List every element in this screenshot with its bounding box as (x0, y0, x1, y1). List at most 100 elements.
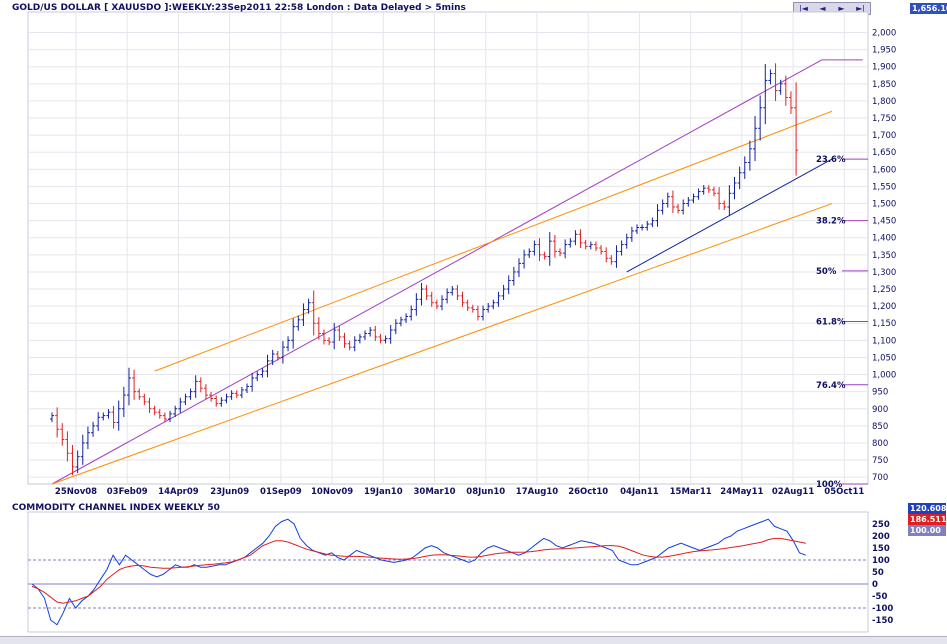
ohlc-bar (188, 388, 193, 400)
price-tick-label: 750 (872, 456, 888, 466)
cci-series-cci (31, 518, 806, 626)
ohlc-bar (558, 248, 563, 257)
ohlc-bar (219, 397, 224, 407)
ohlc-bar (419, 282, 424, 306)
ohlc-bar (178, 397, 183, 413)
ohlc-bar (116, 400, 121, 431)
cci-tick-label: 100 (872, 556, 890, 566)
ohlc-bar (614, 245, 619, 268)
ohlc-bar (788, 91, 793, 114)
ohlc-bar (711, 186, 716, 197)
ma-value-badge: 186.5119 (908, 514, 947, 525)
ohlc-bar (229, 390, 234, 400)
ohlc-bar (737, 166, 742, 190)
indicator-title: COMMODITY CHANNEL INDEX WEEKLY 50 (12, 503, 220, 513)
price-tick-label: 1,500 (872, 200, 896, 210)
cci-tick-label: -50 (872, 592, 887, 602)
ohlc-bar (337, 325, 342, 342)
ohlc-bar (137, 388, 142, 400)
ohlc-bar (363, 330, 368, 341)
ohlc-bar (404, 313, 409, 323)
ohlc-bar (311, 290, 316, 336)
cci-tick-label: 0 (872, 580, 878, 590)
ohlc-bar (275, 350, 280, 361)
ohlc-bar (506, 275, 511, 295)
ohlc-bar (783, 75, 788, 106)
ohlc-bar (321, 329, 326, 345)
ohlc-bar (55, 407, 60, 438)
indicator-values: 120.608 186.5119 100.00 (908, 503, 947, 536)
ohlc-bar (701, 185, 706, 195)
first-page-button[interactable]: |◄ (799, 4, 808, 13)
chart-title: GOLD/US DOLLAR [ XAUUSDO ]:WEEKLY:23Sep2… (12, 3, 466, 13)
ohlc-bar (409, 305, 414, 321)
ohlc-bar (157, 409, 162, 419)
ohlc-bar (245, 383, 249, 394)
cci-tick-label: 50 (872, 568, 884, 578)
ohlc-bar (609, 255, 614, 265)
ohlc-bar (168, 410, 173, 423)
ohlc-bar (722, 200, 727, 211)
date-tick-label: 03Feb09 (107, 487, 148, 497)
ohlc-bar (573, 230, 578, 246)
ohlc-bar (460, 291, 465, 307)
ohlc-bar (357, 333, 362, 344)
price-tick-label: 1,200 (872, 302, 896, 312)
price-axis: 700 750 800 850 900 950 1,000 1,050 1,100 1,150 1,… (872, 29, 896, 484)
ohlc-bar (758, 95, 763, 141)
ohlc-bar (773, 63, 778, 101)
date-tick-label: 17Aug10 (516, 487, 558, 497)
ohlc-bar (388, 324, 393, 344)
ohlc-bar (481, 305, 486, 321)
ohlc-bar (470, 304, 475, 313)
ohlc-bar (316, 317, 321, 340)
ohlc-bar (91, 421, 96, 437)
price-tick-label: 1,000 (872, 371, 896, 381)
fib-label: 61.8% (816, 318, 846, 328)
ohlc-bar (527, 248, 532, 258)
ohlc-bar (455, 284, 460, 300)
cci-series-ma (31, 537, 806, 604)
price-tick-label: 1,250 (872, 285, 896, 295)
channel-lines (51, 59, 863, 485)
reference-value-badge: 100.00 (908, 525, 946, 536)
ohlc-bar (85, 426, 90, 450)
ohlc-bar (152, 405, 157, 416)
ohlc-bar (660, 199, 665, 215)
ohlc-bar (75, 450, 80, 474)
cci-axis: 250 200 150 100 50 0 -50 -100 -150 (872, 520, 893, 626)
ohlc-bar (568, 238, 573, 248)
previous-button[interactable]: ◄ (819, 4, 826, 13)
ohlc-bar (147, 397, 152, 413)
ohlc-bar (255, 371, 260, 382)
price-chart[interactable]: 23.6% 38.2% 50% 61.8% 76.4% 100% 700 750 800 850… (0, 0, 947, 500)
price-tick-label: 1,650 (872, 148, 896, 158)
price-tick-label: 850 (872, 422, 888, 432)
ohlc-bar (260, 368, 265, 378)
ohlc-bar (794, 82, 799, 176)
ohlc-bar (234, 390, 239, 399)
cci-chart[interactable]: 250 200 150 100 50 0 -50 -100 -150 (0, 498, 947, 638)
ohlc-bar (327, 337, 332, 346)
ohlc-bar (214, 395, 219, 407)
price-tick-label: 1,700 (872, 131, 896, 141)
ohlc-bar (65, 431, 70, 462)
cci-plot-area (27, 511, 869, 633)
price-tick-label: 1,350 (872, 251, 896, 261)
ohlc-bar (250, 372, 255, 392)
date-tick-label: 14Apr09 (158, 487, 199, 497)
next-button[interactable]: ► (838, 4, 845, 13)
last-page-button[interactable]: ►| (856, 4, 865, 13)
cci-tick-label: 250 (872, 520, 890, 530)
ohlc-bar (717, 187, 722, 210)
cci-tick-label: -100 (872, 604, 893, 614)
date-tick-label: 25Nov08 (55, 487, 97, 497)
ohlc-bar (522, 249, 527, 269)
ohlc-bar (542, 251, 547, 260)
ohlc-bar (132, 369, 137, 400)
ohlc-bar (450, 285, 455, 296)
date-tick-label: 04Jan11 (620, 487, 659, 497)
ohlc-bar (650, 217, 655, 228)
ohlc-bar (332, 322, 337, 350)
date-axis: 25Nov08 03Feb09 14Apr09 23Jun09 01Sep09 10Nov… (55, 487, 864, 497)
